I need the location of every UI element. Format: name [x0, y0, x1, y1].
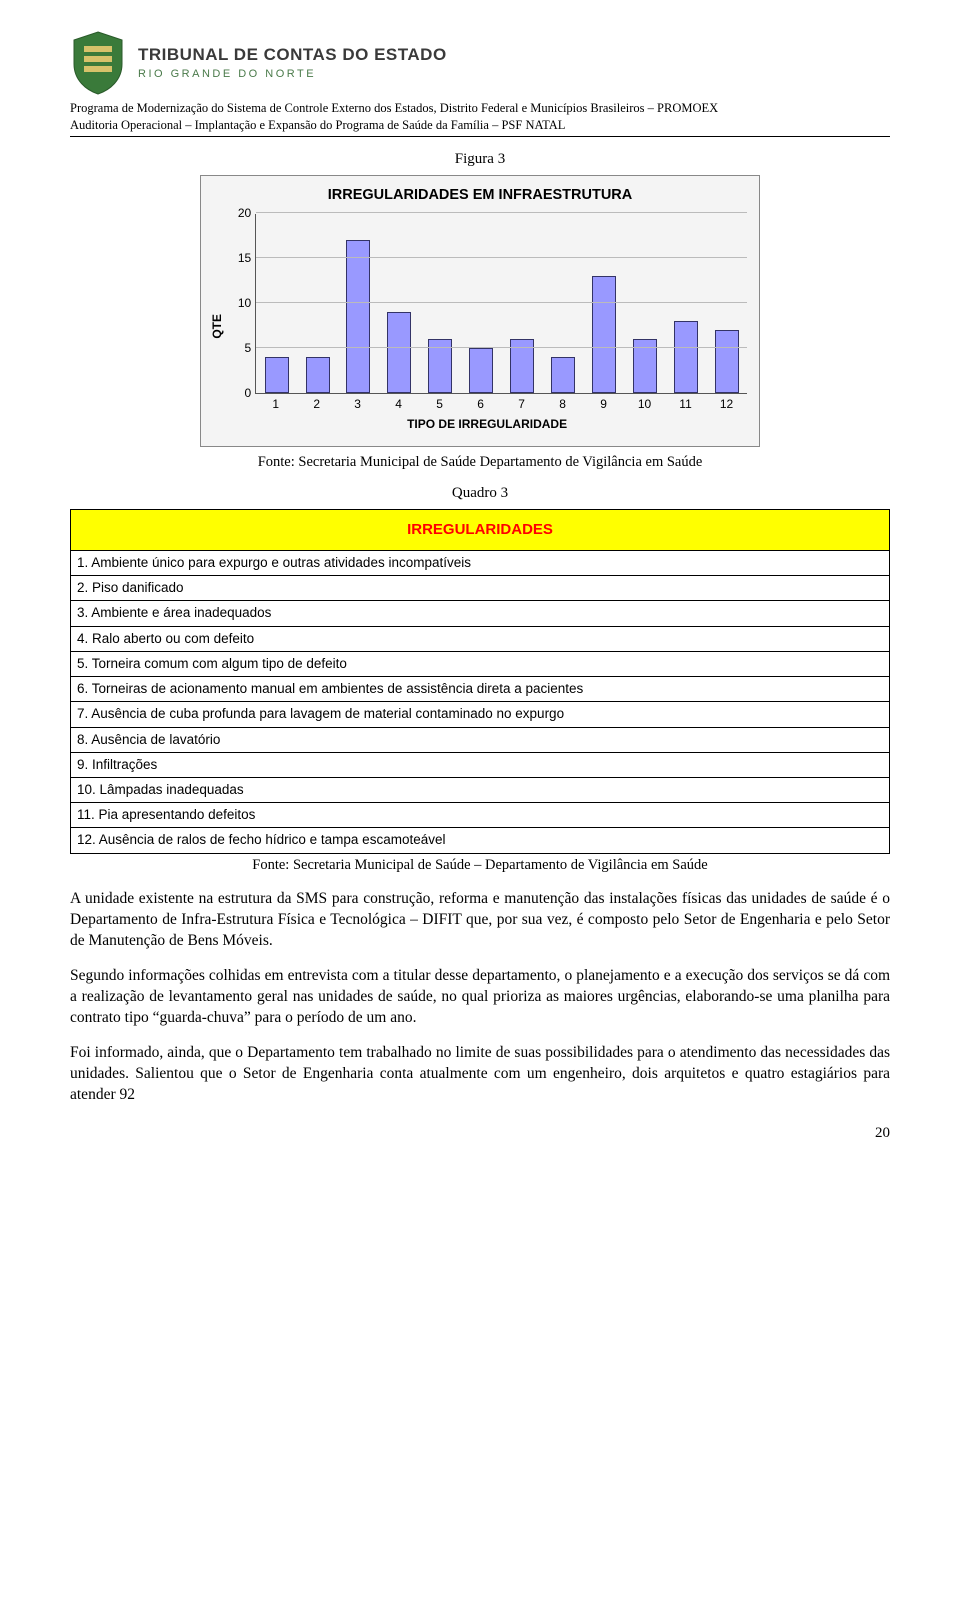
figure-label: Figura 3 — [70, 149, 890, 169]
chart-ytick: 20 — [227, 205, 251, 221]
institution-text: TRIBUNAL DE CONTAS DO ESTADO RIO GRANDE … — [138, 44, 890, 82]
program-lines: Programa de Modernização do Sistema de C… — [70, 100, 890, 134]
chart-bar-slot — [338, 214, 379, 393]
chart-bar-slot — [665, 214, 706, 393]
table-row: 9. Infiltrações — [71, 752, 890, 777]
institution-title: TRIBUNAL DE CONTAS DO ESTADO — [138, 44, 890, 67]
quadro-label: Quadro 3 — [70, 483, 890, 503]
chart-xtick: 4 — [378, 396, 419, 412]
irregularidades-table: IRREGULARIDADES 1. Ambiente único para e… — [70, 509, 890, 854]
chart-xaxis: 123456789101112 — [255, 396, 747, 412]
chart-ylabel: QTE — [207, 314, 227, 339]
chart-bar — [715, 330, 739, 393]
body-paragraph-1: A unidade existente na estrutura da SMS … — [70, 889, 890, 952]
chart-bar-slot — [543, 214, 584, 393]
chart-xtick: 9 — [583, 396, 624, 412]
figure-source: Fonte: Secretaria Municipal de Saúde Dep… — [70, 453, 890, 473]
program-line-1: Programa de Modernização do Sistema de C… — [70, 100, 890, 117]
chart-bar-slot — [461, 214, 502, 393]
table-cell: 8. Ausência de lavatório — [71, 727, 890, 752]
chart-gridline — [256, 347, 747, 348]
chart-xtick: 10 — [624, 396, 665, 412]
table-cell: 3. Ambiente e área inadequados — [71, 601, 890, 626]
document-header: TRIBUNAL DE CONTAS DO ESTADO RIO GRANDE … — [70, 30, 890, 137]
table-cell: 4. Ralo aberto ou com defeito — [71, 626, 890, 651]
chart-area — [255, 214, 747, 394]
header-top-row: TRIBUNAL DE CONTAS DO ESTADO RIO GRANDE … — [70, 30, 890, 96]
chart-container: IRREGULARIDADES EM INFRAESTRUTURA QTE 0 5… — [200, 175, 760, 447]
table-cell: 7. Ausência de cuba profunda para lavage… — [71, 702, 890, 727]
table-row: 7. Ausência de cuba profunda para lavage… — [71, 702, 890, 727]
table-row: 6. Torneiras de acionamento manual em am… — [71, 677, 890, 702]
table-row: 12. Ausência de ralos de fecho hídrico e… — [71, 828, 890, 853]
chart-bar-slot — [502, 214, 543, 393]
table-cell: 5. Torneira comum com algum tipo de defe… — [71, 651, 890, 676]
chart-xtick: 8 — [542, 396, 583, 412]
chart-gridline — [256, 302, 747, 303]
table-row: 2. Piso danificado — [71, 576, 890, 601]
chart-bar — [674, 321, 698, 393]
chart-bar-slot — [297, 214, 338, 393]
table-cell: 6. Torneiras de acionamento manual em am… — [71, 677, 890, 702]
table-cell: 11. Pia apresentando defeitos — [71, 803, 890, 828]
chart-bar-slot — [420, 214, 461, 393]
chart-plot: 05101520 — [227, 214, 747, 394]
body-paragraph-2: Segundo informações colhidas em entrevis… — [70, 966, 890, 1029]
chart-xtick: 11 — [665, 396, 706, 412]
header-divider — [70, 136, 890, 137]
table-row: 1. Ambiente único para expurgo e outras … — [71, 551, 890, 576]
chart-yaxis: 05101520 — [227, 214, 255, 394]
chart-bar — [265, 357, 289, 393]
chart-title: IRREGULARIDADES EM INFRAESTRUTURA — [201, 176, 759, 206]
chart-xtick: 12 — [706, 396, 747, 412]
quadro-source: Fonte: Secretaria Municipal de Saúde – D… — [70, 856, 890, 876]
chart-xtick: 6 — [460, 396, 501, 412]
chart-bars — [256, 214, 747, 393]
table-header: IRREGULARIDADES — [71, 509, 890, 550]
body-paragraph-3: Foi informado, ainda, que o Departamento… — [70, 1043, 890, 1106]
chart-bar — [592, 276, 616, 393]
chart-xtick: 7 — [501, 396, 542, 412]
institution-subtitle: RIO GRANDE DO NORTE — [138, 67, 890, 82]
table-row: 3. Ambiente e área inadequados — [71, 601, 890, 626]
chart-bar — [551, 357, 575, 393]
chart-xtick: 5 — [419, 396, 460, 412]
chart-xtick: 3 — [337, 396, 378, 412]
chart-bar-slot — [706, 214, 747, 393]
table-cell: 10. Lâmpadas inadequadas — [71, 777, 890, 802]
table-cell: 9. Infiltrações — [71, 752, 890, 777]
chart-bar-slot — [256, 214, 297, 393]
chart-bar — [306, 357, 330, 393]
table-row: 10. Lâmpadas inadequadas — [71, 777, 890, 802]
chart-ytick: 10 — [227, 295, 251, 311]
table-row: 5. Torneira comum com algum tipo de defe… — [71, 651, 890, 676]
chart-gridline — [256, 212, 747, 213]
chart-xtick: 2 — [296, 396, 337, 412]
chart-ytick: 0 — [227, 385, 251, 401]
table-row: 4. Ralo aberto ou com defeito — [71, 626, 890, 651]
chart-ytick: 15 — [227, 250, 251, 266]
chart-xtick: 1 — [255, 396, 296, 412]
table-cell: 2. Piso danificado — [71, 576, 890, 601]
chart-xlabel: TIPO DE IRREGULARIDADE — [227, 416, 747, 432]
page-number: 20 — [70, 1123, 890, 1143]
chart-bar — [387, 312, 411, 393]
chart-ytick: 5 — [227, 340, 251, 356]
table-row: 8. Ausência de lavatório — [71, 727, 890, 752]
table-row: 11. Pia apresentando defeitos — [71, 803, 890, 828]
table-cell: 1. Ambiente único para expurgo e outras … — [71, 551, 890, 576]
logo-icon — [70, 30, 126, 96]
program-line-2: Auditoria Operacional – Implantação e Ex… — [70, 117, 890, 134]
table-cell: 12. Ausência de ralos de fecho hídrico e… — [71, 828, 890, 853]
chart-gridline — [256, 257, 747, 258]
chart-bar-slot — [379, 214, 420, 393]
chart-bar — [469, 348, 493, 393]
chart-bar — [346, 240, 370, 393]
chart-bar-slot — [624, 214, 665, 393]
chart-bar-slot — [583, 214, 624, 393]
